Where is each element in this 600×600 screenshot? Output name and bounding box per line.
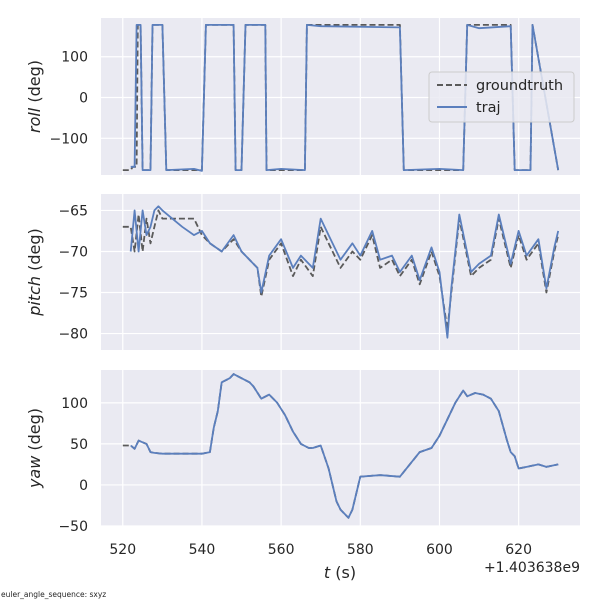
yaw-plot-area <box>101 370 580 526</box>
pitch-plot-area <box>101 194 580 350</box>
roll-axis-unit: (deg) <box>25 60 44 108</box>
pitch-ytick-label: −80 <box>58 327 88 343</box>
roll-ytick-label: −100 <box>50 131 88 147</box>
roll-ytick-label: 100 <box>61 50 88 66</box>
roll-axis-var: roll <box>25 107 44 133</box>
roll-ytick-label: 0 <box>79 91 88 107</box>
pitch-axis-unit: (deg) <box>25 228 44 276</box>
x-tick-label: 580 <box>347 542 374 558</box>
yaw-ytick-label: −50 <box>58 519 88 535</box>
pitch-line-traj <box>129 205 560 339</box>
x-tick-label: 540 <box>189 542 216 558</box>
pitch-ytick-label: −70 <box>58 244 88 260</box>
roll-line-groundtruth <box>122 23 560 172</box>
pitch-ytick-label: −65 <box>58 203 88 219</box>
pitch-panel: −80 −75 −70 −65 pitch (deg) <box>25 194 580 350</box>
roll-line-traj <box>130 23 560 172</box>
pitch-series <box>122 205 560 339</box>
x-tick-label: 620 <box>505 542 532 558</box>
yaw-ytick-label: 0 <box>79 478 88 494</box>
yaw-axis-label: yaw (deg) <box>25 408 44 489</box>
x-tick-labels: 520 540 560 580 600 620 <box>109 542 532 558</box>
yaw-ytick-label: 100 <box>61 396 88 412</box>
x-tick-label: 560 <box>268 542 295 558</box>
x-tick-label: 600 <box>426 542 453 558</box>
x-axis-label: t (s) <box>324 563 356 582</box>
roll-series <box>122 23 560 172</box>
legend: groundtruth traj <box>428 71 575 123</box>
yaw-axis-var: yaw <box>25 455 44 489</box>
pitch-ytick-label: −75 <box>58 286 88 302</box>
x-axis-unit: (s) <box>335 563 356 582</box>
legend-label-groundtruth: groundtruth <box>476 78 563 94</box>
pitch-axis-label: pitch (deg) <box>25 228 44 317</box>
yaw-line-traj <box>130 373 559 519</box>
x-tick-label: 520 <box>109 542 136 558</box>
x-offset-label: +1.403638e9 <box>484 560 580 576</box>
pitch-axis-var: pitch <box>25 276 44 317</box>
yaw-panel: −50 0 50 100 yaw (deg) <box>25 370 580 535</box>
yaw-series <box>122 373 559 519</box>
yaw-ytick-label: 50 <box>70 437 88 453</box>
pitch-line-groundtruth <box>122 209 560 331</box>
legend-label-traj: traj <box>476 100 501 116</box>
yaw-axis-unit: (deg) <box>25 408 44 456</box>
x-axis-var: t <box>324 563 331 582</box>
footer-note: euler_angle_sequence: sxyz <box>1 590 106 599</box>
roll-axis-label: roll (deg) <box>25 60 44 133</box>
